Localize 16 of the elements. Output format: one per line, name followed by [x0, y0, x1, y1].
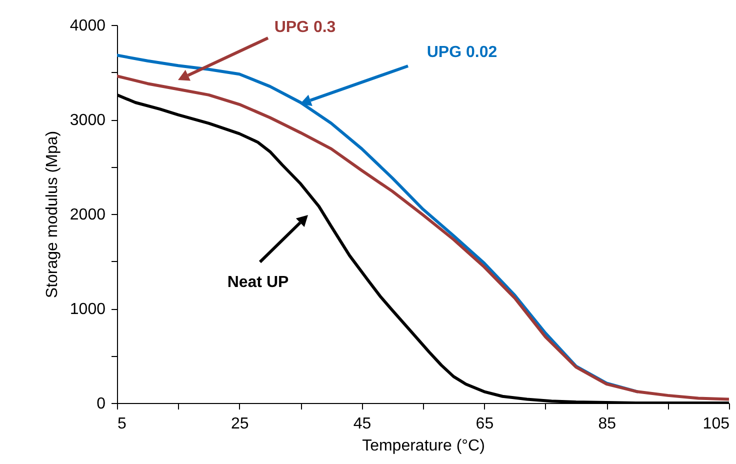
y-tick-label: 1000: [70, 301, 106, 318]
y-tick-label: 0: [96, 396, 106, 412]
y-tick-label: 2000: [70, 206, 106, 224]
y-tick-label: 3000: [70, 112, 106, 129]
x-tick-label: 105: [702, 416, 730, 432]
text: UPG 0.3: [274, 19, 336, 36]
y-axis-title: Storage modulus (Mpa): [44, 130, 61, 298]
x-tick-label: 45: [353, 416, 372, 432]
x-tick-label: 85: [598, 416, 616, 432]
x-tick-label: 5: [118, 416, 126, 432]
x-tick-label: 65: [476, 416, 494, 432]
text: Neat UP: [227, 274, 289, 291]
x-axis-title: Temperature (°C): [362, 438, 485, 454]
y-tick-label: 4000: [70, 18, 106, 34]
text: UPG 0.02: [426, 44, 498, 61]
x-tick-label: 25: [231, 416, 249, 432]
